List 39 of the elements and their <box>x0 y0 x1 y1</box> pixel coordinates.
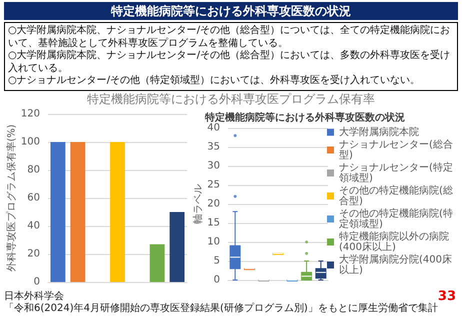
bar <box>50 142 66 282</box>
bar <box>110 142 125 282</box>
bar <box>150 244 165 282</box>
legend-label: その他の特定機能病院(特定領域型) <box>339 207 453 230</box>
text: 特定機能病院等における外科専攻医数の状況 <box>4 2 458 20</box>
y-tick-label: 35 <box>207 142 220 152</box>
y-tick-label: 0 <box>214 274 220 286</box>
y-tick-label: 80 <box>27 164 40 176</box>
text: 「令和6(2024)年4月研修開始の専攻医登録結果(研修プログラム別)」をもとに厚生労働省で集計 <box>4 303 439 315</box>
y-tick-label: 15 <box>207 218 220 228</box>
text: ○ナショナルセンター/その他（特定領域型）においては、外科専攻医を受け入れていない。 <box>8 75 422 88</box>
y-axis-title: 外科専攻医プログラム保有率(%) <box>6 124 18 272</box>
y-axis-title: 軸ラベル <box>192 184 204 224</box>
text: 特定機能病院等における外科専攻医プログラム保有率 <box>87 92 375 106</box>
y-tick-label: 25 <box>207 180 220 190</box>
legend-label: ナショナルセンター(特定領域型) <box>339 161 453 184</box>
y-tick-label: 0 <box>34 276 40 288</box>
legend-label: 特定機能病院以外の病院(400床以上) <box>339 230 449 253</box>
y-tick-label: 30 <box>207 160 220 172</box>
y-tick-label: 60 <box>27 192 40 204</box>
text: ○大学附属病院本院、ナショナルセンター/その他（総合型）については、全ての特定機能病院において、基幹施設として外科専攻医プログラムを整備している。 <box>8 25 452 50</box>
y-tick-label: 20 <box>207 198 220 210</box>
legend-label: 大学附属病院分院(400床以上) <box>339 253 452 276</box>
y-tick-label: 10 <box>207 236 220 248</box>
bar <box>170 212 185 282</box>
y-tick-label: 40 <box>27 220 40 232</box>
y-tick-label: 40 <box>207 122 220 134</box>
text: 日本外科学会 <box>4 291 64 302</box>
text: 33 <box>438 289 456 304</box>
y-tick-label: 100 <box>20 136 40 148</box>
y-tick-label: 120 <box>20 108 40 120</box>
legend-label: その他の特定機能病院(総合型) <box>339 184 453 207</box>
bar <box>70 142 86 282</box>
legend-label: ナショナルセンター(総合型) <box>339 138 453 161</box>
legend-label: 大学附属病院本院 <box>339 126 419 138</box>
y-tick-label: 5 <box>214 256 220 266</box>
chart-title: 特定機能病院等における外科専攻医数の状況 <box>204 112 405 124</box>
text: ○大学附属病院本院、ナショナルセンター/その他（総合型）においては、多数の外科専攻医を受け入れている。 <box>8 50 452 74</box>
y-tick-label: 20 <box>27 248 40 260</box>
